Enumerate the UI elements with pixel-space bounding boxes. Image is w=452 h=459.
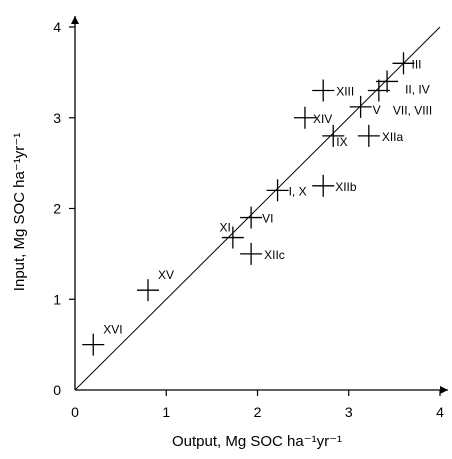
data-point: XIIc — [240, 242, 285, 265]
x-tick-label: 4 — [436, 404, 444, 420]
x-axis-label: Output, Mg SOC ha⁻¹yr⁻¹ — [172, 433, 342, 450]
point-label: II, IV — [405, 82, 430, 96]
y-tick-label: 4 — [53, 19, 61, 35]
data-point: II, IV — [376, 70, 430, 96]
data-point: XIV — [293, 106, 332, 129]
x-tick-label: 2 — [254, 404, 262, 420]
data-points: XVI XV XI XIIc VI I, X XIIb IX XIIa XIV V XIII VII, … — [82, 52, 432, 356]
x-axis-arrowhead — [440, 386, 448, 394]
point-label: VI — [262, 212, 273, 226]
point-label: XIIa — [382, 130, 404, 144]
ticks: 0 1 2 3 4 0 1 2 3 4 — [53, 19, 444, 420]
point-label: XI — [220, 221, 231, 235]
point-label: IX — [336, 135, 347, 149]
data-point: VII, VIII — [367, 79, 432, 118]
point-label: I, X — [289, 184, 307, 198]
x-tick-label: 0 — [71, 404, 79, 420]
y-tick-label: 2 — [53, 201, 61, 217]
point-label: XV — [158, 268, 174, 282]
data-point: XIII — [312, 79, 354, 102]
data-point: XVI — [82, 323, 123, 356]
y-tick-label: 1 — [53, 291, 61, 307]
y-tick-label: 3 — [53, 110, 61, 126]
data-point: XIIb — [312, 174, 357, 197]
axes — [71, 16, 448, 394]
x-tick-label: 3 — [345, 404, 353, 420]
y-tick-label: 0 — [53, 382, 61, 398]
data-point: V — [349, 95, 381, 118]
point-label: VII, VIII — [393, 104, 432, 118]
point-label: XIV — [313, 112, 332, 126]
data-point: IX — [322, 124, 348, 149]
x-tick-label: 1 — [162, 404, 170, 420]
point-label: XIIc — [264, 248, 285, 262]
point-label: XIII — [336, 85, 354, 99]
y-axis-arrowhead — [71, 16, 79, 24]
point-label: XVI — [103, 323, 122, 337]
point-label: XIIb — [335, 180, 357, 194]
data-point: XV — [137, 268, 174, 302]
data-point: VI — [240, 206, 273, 229]
y-axis-label: Input, Mg SOC ha⁻¹yr⁻¹ — [11, 133, 28, 291]
data-point: III — [392, 52, 422, 75]
data-point: XIIa — [357, 124, 404, 147]
data-point: XI — [220, 221, 244, 249]
data-point: I, X — [266, 179, 307, 202]
point-label: V — [373, 103, 381, 117]
point-label: III — [412, 57, 422, 71]
